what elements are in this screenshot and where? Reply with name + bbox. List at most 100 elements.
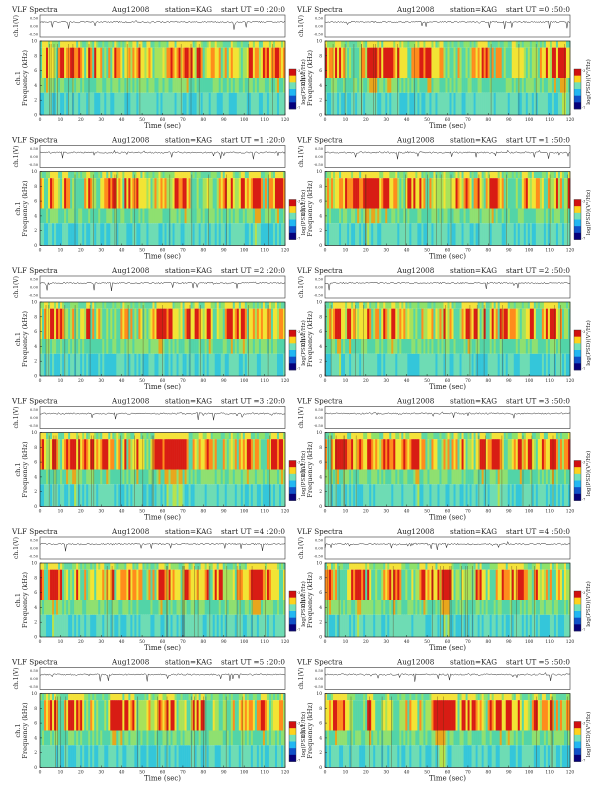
spectrogram-cell: [381, 48, 383, 78]
amplitude-tick-label: 0.00: [315, 286, 324, 290]
spectrogram-cell: [235, 439, 237, 469]
spectrogram-cell: [450, 302, 452, 309]
spectrogram-cell: [261, 178, 263, 208]
spectrogram-cell: [504, 93, 506, 115]
spectrogram-cell: [56, 354, 58, 376]
colorbar-segment: [289, 89, 296, 96]
spectrogram-cell: [253, 223, 255, 245]
spectrogram-cell: [199, 209, 201, 224]
spectrogram-cell: [385, 93, 387, 115]
spectrogram-cell: [64, 433, 66, 440]
spectrogram-cell: [359, 309, 361, 339]
spectrogram-cell: [120, 302, 122, 309]
spectrogram-cell: [42, 339, 44, 354]
spectrogram-cells: [325, 433, 570, 507]
spectrogram-cell: [516, 302, 518, 309]
amplitude-tick-label: 0.50: [30, 408, 39, 412]
spectrogram-cell: [253, 439, 255, 469]
spectrogram-cell: [124, 354, 126, 376]
spectrogram-cell: [548, 48, 550, 78]
spectrogram-cell: [560, 93, 562, 115]
spectrogram-cell: [257, 439, 259, 469]
x-tick-label: 20: [78, 379, 84, 384]
spectrogram-cell: [136, 48, 138, 78]
spectrogram-cell: [114, 309, 116, 339]
spectrogram-cell: [239, 178, 241, 208]
spectrogram-cell: [193, 439, 195, 469]
colorbar-segment: [289, 467, 296, 474]
spectrogram-cell: [167, 48, 169, 78]
spectrogram-cell: [407, 93, 409, 115]
spectrogram-cell: [267, 48, 269, 78]
spectrogram-cell: [253, 484, 255, 506]
colorbar-tick-label: -7: [297, 106, 300, 110]
panel-title: VLF Spectra: [296, 5, 343, 14]
spectrogram-cell: [251, 48, 253, 78]
spectrogram-cell: [510, 339, 512, 354]
colorbar-segment: [574, 357, 581, 364]
spectrogram-cell: [225, 354, 227, 376]
spectrogram-cell: [235, 470, 237, 485]
spectrogram-cell: [263, 78, 265, 93]
spectrogram-cell: [187, 302, 189, 309]
spectrogram-cell: [158, 354, 160, 376]
spectrogram-cell: [279, 470, 281, 485]
spectrogram-cell: [337, 93, 339, 115]
spectrogram-cell: [227, 339, 229, 354]
spectrogram-cell: [349, 209, 351, 224]
spectrogram-cell: [144, 209, 146, 224]
spectrogram-cell: [351, 302, 353, 309]
spectrogram-cell: [395, 354, 397, 376]
spectrogram-cell: [116, 309, 118, 339]
spectrogram-cell: [351, 209, 353, 224]
spectrogram-cell: [175, 78, 177, 93]
spectrogram-cell: [66, 41, 68, 48]
x-tick-label: 30: [98, 510, 104, 515]
spectrogram-cell: [114, 433, 116, 440]
spectrogram-cell: [261, 172, 263, 179]
spectrogram-cell: [357, 302, 359, 309]
spectrogram-cell: [542, 78, 544, 93]
spectrogram-cell: [213, 223, 215, 245]
spectrogram-cell: [90, 309, 92, 339]
spectrogram-cell: [255, 339, 257, 354]
spectrogram-cell: [468, 172, 470, 179]
spectrogram-cell: [425, 354, 427, 376]
spectrogram-cell: [265, 172, 267, 179]
spectrogram-cell: [520, 172, 522, 179]
spectrogram-cell: [482, 48, 484, 78]
spectrogram-cell: [385, 209, 387, 224]
spectrogram-cell: [215, 41, 217, 48]
spectrogram-cell: [183, 302, 185, 309]
spectrogram-cell: [377, 223, 379, 245]
spectrogram-cell: [464, 78, 466, 93]
spectrogram-cell: [213, 48, 215, 78]
spectrogram-cell: [215, 309, 217, 339]
spectrogram-cell: [267, 484, 269, 506]
spectrogram-cell: [506, 302, 508, 309]
y-tick-label: 6: [34, 461, 37, 466]
spectrogram-cell: [371, 178, 373, 208]
spectrogram-cell: [429, 78, 431, 93]
spectrogram-cell: [445, 41, 447, 48]
spectrogram-cell: [94, 439, 96, 469]
spectrogram-cell: [271, 209, 273, 224]
spectrogram-cell: [500, 339, 502, 354]
spectrogram-cell: [550, 41, 552, 48]
spectrogram-cell: [255, 433, 257, 440]
spectrogram-cell: [148, 78, 150, 93]
spectrogram-cell: [165, 178, 167, 208]
spectrogram-cell: [403, 41, 405, 48]
spectrogram-cell: [355, 41, 357, 48]
spectrogram-cell: [441, 172, 443, 179]
spectrogram-cell: [429, 93, 431, 115]
spectrogram-cell: [148, 209, 150, 224]
spectrogram-cell: [179, 439, 181, 469]
spectrogram-cell: [243, 309, 245, 339]
spectrogram-cell: [498, 172, 500, 179]
spectrogram-cell: [108, 48, 110, 78]
spectrogram-cell: [64, 309, 66, 339]
spectrogram-cell: [518, 172, 520, 179]
spectrogram-cell: [88, 41, 90, 48]
spectrogram-cell: [102, 209, 104, 224]
